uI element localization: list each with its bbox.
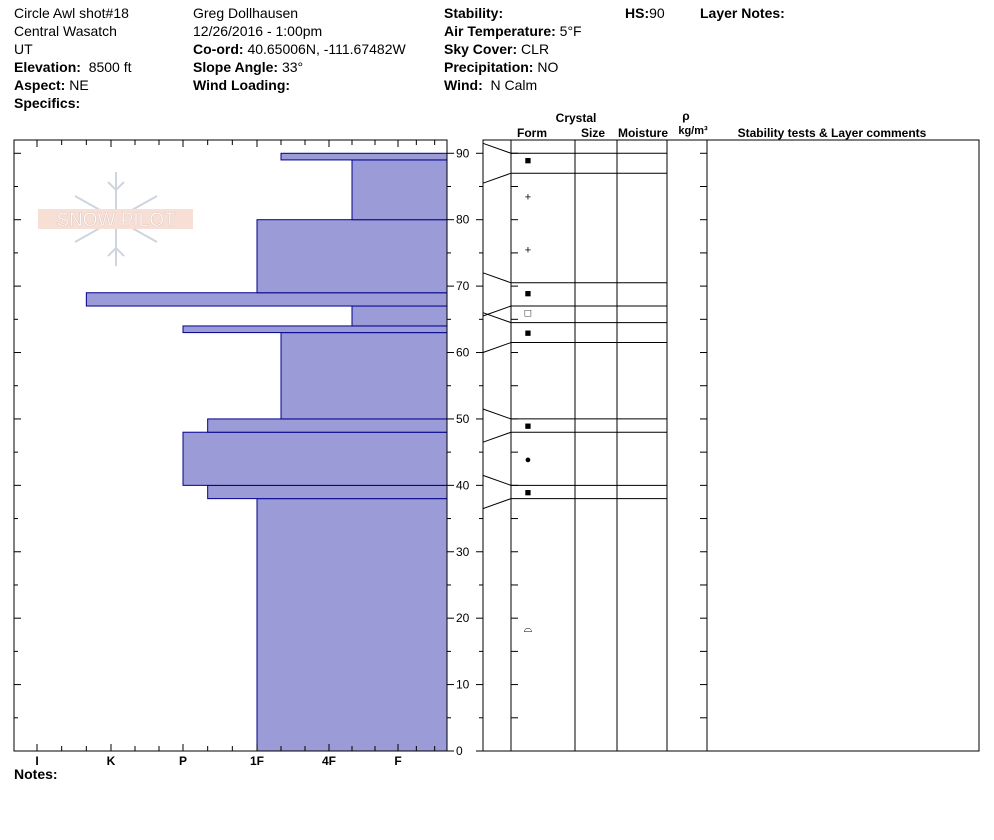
weather-info: Stability: Air Temperature: 5°F Sky Cove… [444,4,582,94]
air-temp-row: Air Temperature: 5°F [444,23,582,39]
hardness-bar-2 [182,431,448,486]
density-unit-header: kg/m³ [678,125,708,137]
crystal-form-1: + [525,191,531,203]
logo-text: SNOW PILOT [56,210,176,231]
boundary-connector-0 [482,498,512,510]
hardness-ticks [36,140,436,751]
depth-label-60: 60 [456,346,470,360]
boundary-connector-7 [482,272,512,284]
wind-loading-row: Wind Loading: [193,77,291,93]
hardness-bar-8 [256,219,448,294]
hardness-label-4f: 4F [322,754,336,768]
crystal-form-4: □ [525,308,532,320]
layer-boundaries [482,142,667,510]
hardness-bar-9 [351,159,448,221]
aspect-row: Aspect: NE [14,77,89,93]
hardness-bar-4 [280,332,448,420]
hardness-bar-6 [351,305,448,327]
notes-label: Notes: [14,766,58,782]
layer-table-frame [482,139,980,752]
depth-label-90: 90 [456,146,470,160]
depth-label-50: 50 [456,412,470,426]
state: UT [14,41,33,57]
crystal-form-6: ■ [525,421,532,433]
boundary-connector-2 [482,431,512,443]
crystal-form-2: + [525,245,531,257]
crystal-header: Crystal [556,111,597,125]
depth-label-0: 0 [456,744,463,758]
crystal-form-3: ■ [525,288,532,300]
wind-row: Wind: N Calm [444,77,538,93]
site-info: Circle Awl shot#18 Central Wasatch UT El… [14,4,132,112]
depth-label-80: 80 [456,213,470,227]
depth-label-20: 20 [456,611,470,625]
hardness-bar-0 [256,498,448,752]
sky-row: Sky Cover: CLR [444,41,550,57]
elevation-row: Elevation: 8500 ft [14,59,132,75]
boundary-connector-4 [482,342,512,353]
hardness-label-1f: 1F [250,754,264,768]
hardness-label-k: K [107,754,116,768]
specifics-row: Specifics: [14,95,81,111]
observation-datetime: 12/26/2016 - 1:00pm [193,23,323,39]
crystal-form-8: ■ [525,487,532,499]
hs-row: HS:90 [625,5,665,21]
depth-label-70: 70 [456,279,470,293]
comments-header: Stability tests & Layer comments [738,126,927,140]
hardness-plot-frame [13,139,448,752]
crystal-form-5: ■ [525,328,532,340]
hardness-bar-1 [207,484,448,500]
coord-row: Co-ord: 40.65006N, -111.67482W [193,41,406,57]
boundary-connector-9 [482,142,512,154]
observer-info: Greg Dollhausen 12/26/2016 - 1:00pm Co-o… [193,4,406,94]
density-rho-header: ρ [682,109,689,123]
hardness-bar-5 [182,325,448,334]
crystal-form-7: ● [525,454,532,466]
slope-row: Slope Angle: 33° [193,59,304,75]
hardness-label-f: F [394,754,401,768]
snowpilot-logo: SNOW PILOT [38,172,193,266]
depth-label-30: 30 [456,545,470,559]
stability-row: Stability: [444,5,504,21]
boundary-connector-6 [482,305,512,317]
boundary-connector-1 [482,474,512,486]
site-name: Circle Awl shot#18 [14,5,129,21]
size-header: Size [581,126,605,140]
layer-notes-label: Layer Notes: [700,5,785,21]
table-ticks [476,152,707,752]
hardness-bar-7 [85,292,448,307]
logo-band [38,209,193,229]
moisture-header: Moisture [618,126,668,140]
boundary-connector-8 [482,172,512,184]
hardness-bar-10 [280,152,448,161]
precip-row: Precipitation: NO [444,59,559,75]
hardness-label-p: P [179,754,187,768]
mountain-range: Central Wasatch [14,23,117,39]
crystal-form-9: ⌓ [524,623,533,635]
hardness-bar-3 [207,418,448,433]
hardness-bars [85,152,448,752]
boundary-connector-3 [482,408,512,420]
depth-label-10: 10 [456,678,470,692]
form-header: Form [517,126,547,140]
depth-label-40: 40 [456,478,470,492]
crystal-form-0: ■ [525,155,532,167]
hardness-label-i: I [35,754,38,768]
depth-axis: 0 10 20 30 40 50 60 70 80 90 [14,146,470,758]
hardness-scale-labels: I K P 1F 4F F [35,754,401,768]
crystal-form-symbols: ■ + + ■ □ ■ ■ ● ■ ⌓ [524,155,533,635]
observer-name: Greg Dollhausen [193,5,299,21]
